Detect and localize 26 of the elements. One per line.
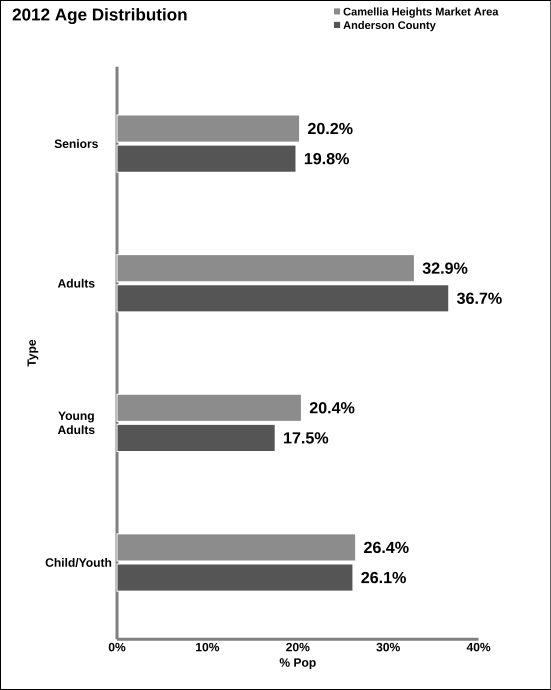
data-label: 32.9%	[422, 262, 468, 274]
data-label: 36.7%	[456, 292, 502, 304]
data-label: 26.1%	[361, 572, 406, 584]
data-label: 20.2%	[308, 122, 352, 134]
x-tick-label: 0%	[108, 642, 126, 652]
bar	[116, 563, 354, 592]
data-label: 17.5%	[284, 432, 328, 444]
x-axis-title: % Pop	[279, 658, 316, 670]
legend-label: Anderson County	[343, 20, 436, 32]
bar	[116, 144, 296, 173]
y-tick-label: Child/Youth	[45, 558, 111, 567]
data-label: 19.8%	[304, 152, 349, 164]
y-tick-label: Seniors	[54, 139, 98, 148]
y-tick-label: Adults	[58, 278, 94, 288]
legend-label: Camellia Heights Market Area	[343, 7, 498, 18]
chart-title: 2012 Age Distribution	[12, 8, 186, 24]
bar	[116, 284, 450, 312]
data-label: 26.4%	[364, 542, 408, 554]
x-tick-label: 20%	[286, 642, 310, 652]
bar	[116, 424, 276, 452]
y-tick-label: Young Adults	[58, 412, 94, 434]
x-tick-label: 10%	[196, 642, 219, 652]
x-tick-label: 30%	[376, 642, 400, 652]
x-tick-label: 40%	[466, 642, 490, 652]
y-axis-title: Type	[27, 340, 38, 367]
data-label: 20.4%	[310, 402, 354, 414]
